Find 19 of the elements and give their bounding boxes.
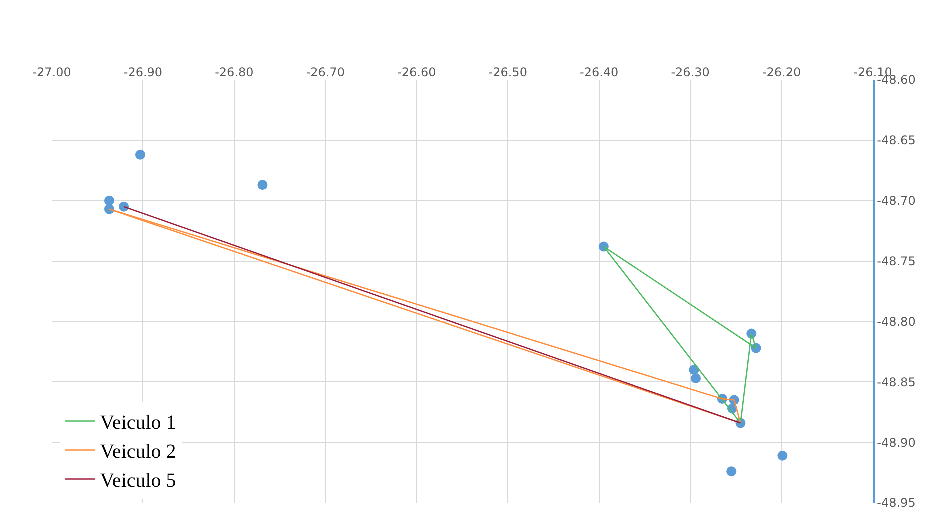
x-tick-label: -26.80	[215, 66, 254, 80]
x-tick-label: -26.40	[580, 66, 619, 80]
y-tick-label: -48.65	[877, 134, 916, 148]
legend-label: Veiculo 1	[100, 412, 176, 434]
x-tick-label: -26.20	[762, 66, 802, 80]
y-tick-label: -48.95	[877, 496, 916, 510]
x-tick-label: -27.00	[32, 66, 72, 80]
legend-label: Veiculo 5	[100, 470, 176, 492]
y-tick-label: -48.80	[877, 314, 916, 329]
legend-label: Veiculo 2	[100, 441, 176, 464]
y-tick-label: -48.70	[877, 194, 916, 208]
y-tick-label: -48.85	[877, 375, 916, 390]
x-tick-label: -26.90	[124, 66, 163, 80]
x-tick-label: -26.60	[398, 66, 436, 80]
y-tick-label: -48.90	[877, 436, 916, 450]
x-tick-label: -26.50	[488, 66, 528, 80]
x-tick-label: -26.70	[306, 66, 346, 80]
y-tick-label: -48.75	[877, 254, 916, 268]
x-tick-label: -26.30	[671, 66, 710, 80]
